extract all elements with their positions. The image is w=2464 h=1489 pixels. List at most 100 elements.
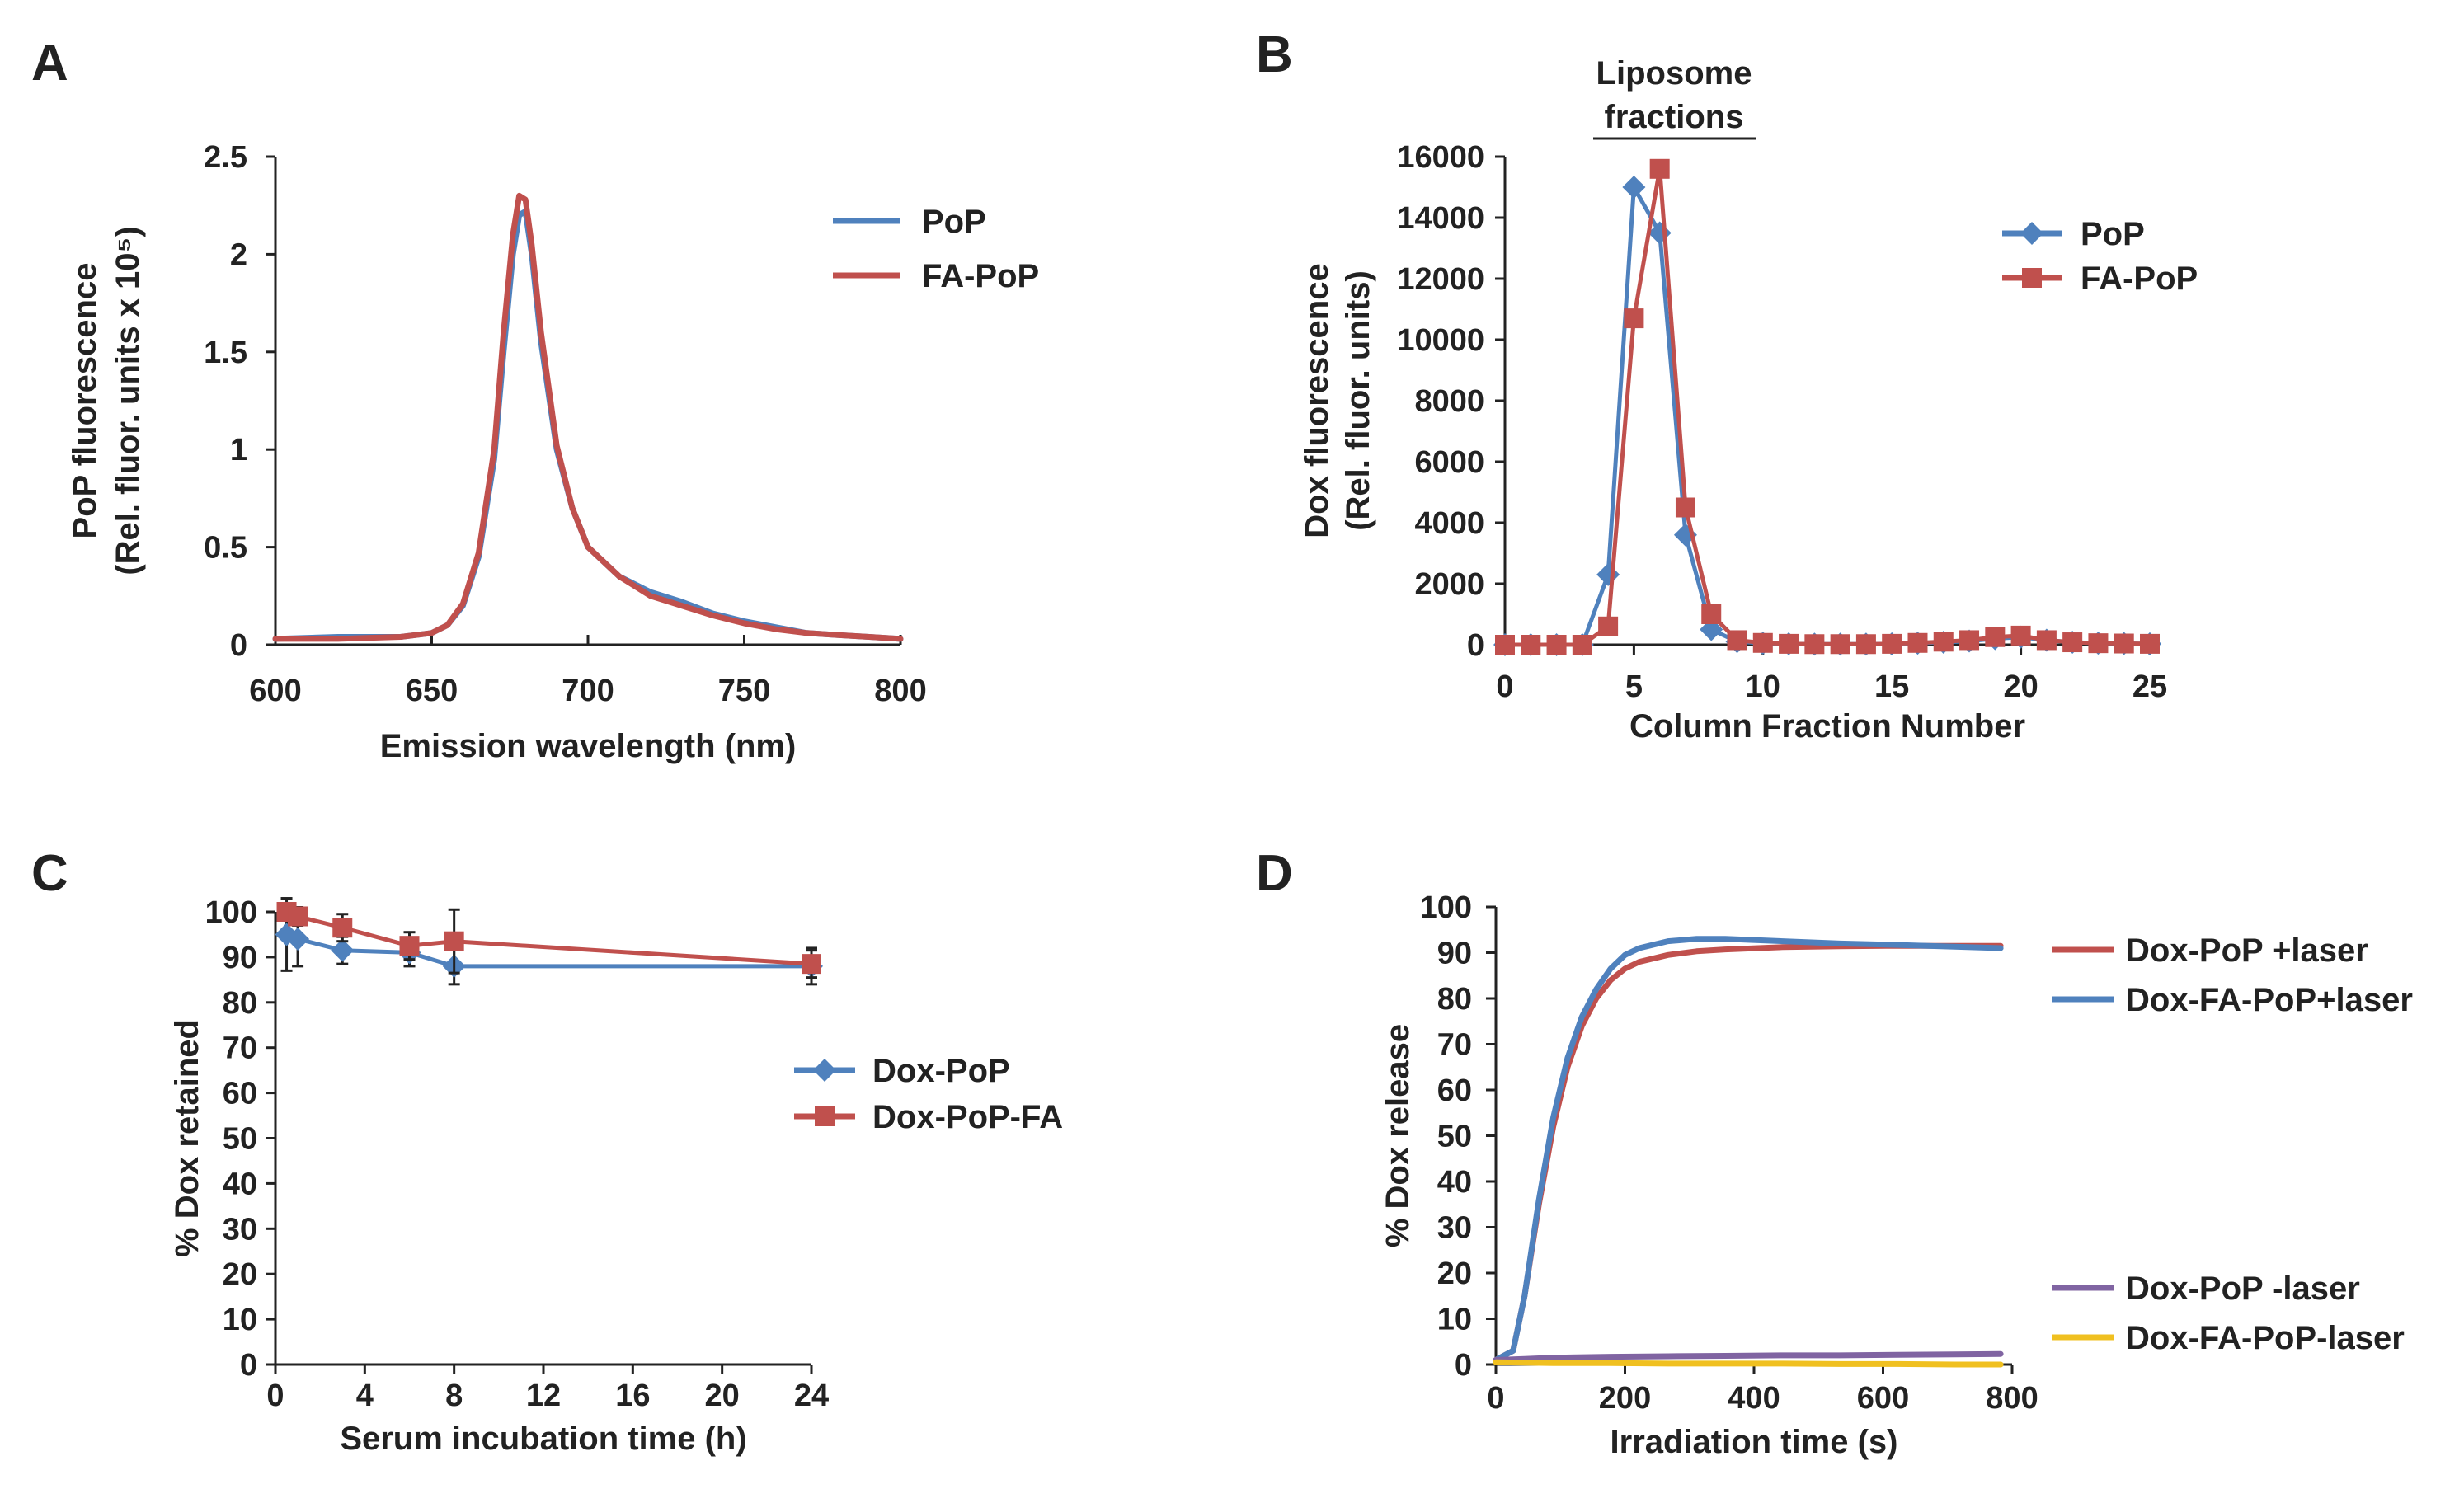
data-point bbox=[288, 906, 308, 927]
x-tick-label: 12 bbox=[526, 1379, 561, 1413]
x-tick-label: 20 bbox=[705, 1379, 740, 1413]
series-line bbox=[284, 909, 814, 966]
series-dox-pop-fa bbox=[276, 902, 821, 979]
data-point bbox=[2140, 633, 2160, 654]
data-point bbox=[2114, 633, 2134, 654]
y-tick-label: 50 bbox=[1437, 1120, 1472, 1154]
series-line bbox=[1493, 1359, 2004, 1368]
series-fa-pop bbox=[1495, 158, 2160, 655]
series-dox-fa-pop-laser bbox=[1493, 936, 2004, 1363]
y-tick-label: 100 bbox=[205, 895, 257, 930]
y-tick-label: 0 bbox=[1467, 628, 1484, 663]
series-fa-pop bbox=[272, 192, 904, 642]
legend-label: PoP bbox=[2081, 216, 2145, 252]
legend-label: Dox-FA-PoP-laser bbox=[2126, 1320, 2405, 1356]
legend-entry: Dox-PoP +laser bbox=[2052, 932, 2368, 969]
x-tick-label: 15 bbox=[1874, 669, 1909, 704]
data-point bbox=[1596, 562, 1620, 586]
y-tick-label: 50 bbox=[223, 1122, 257, 1157]
data-point bbox=[1933, 632, 1954, 652]
y-tick-label: 30 bbox=[1437, 1211, 1472, 1246]
x-axis-label: Irradiation time (s) bbox=[1611, 1424, 1898, 1460]
panel-b: B 0 2000 4000 6000 8000 10000 12000 14000 16000 0 5… bbox=[1256, 26, 2198, 744]
y-axis-label: Dox fluorescence bbox=[1299, 263, 1335, 538]
y-axis-label: PoP fluorescence bbox=[67, 263, 103, 539]
liposome-fractions-annotation: Liposome bbox=[1596, 55, 1752, 92]
legend-marker bbox=[815, 1106, 835, 1126]
legend-entry: Dox-PoP bbox=[794, 1053, 1010, 1089]
series-dox-pop bbox=[275, 897, 823, 986]
liposome-fractions-annotation: fractions bbox=[1605, 99, 1744, 135]
x-tick-label: 24 bbox=[794, 1379, 829, 1413]
data-point bbox=[1572, 635, 1592, 655]
x-tick-label: 0 bbox=[1496, 669, 1513, 704]
legend-marker bbox=[2022, 268, 2042, 288]
data-point bbox=[286, 927, 310, 951]
series-line bbox=[284, 932, 814, 969]
x-tick-label: 25 bbox=[2132, 669, 2167, 704]
legend-label: Dox-PoP +laser bbox=[2126, 932, 2368, 969]
y-tick-label: 10 bbox=[223, 1303, 257, 1337]
x-tick-label: 650 bbox=[406, 674, 458, 708]
y-tick-label: 20 bbox=[1437, 1256, 1472, 1291]
y-axis-label: % Dox retained bbox=[169, 1019, 205, 1257]
legend-entry: PoP bbox=[2002, 216, 2145, 252]
data-point bbox=[1521, 635, 1541, 655]
data-point bbox=[1882, 633, 1902, 654]
data-point bbox=[1830, 634, 1850, 655]
legend-marker bbox=[813, 1059, 836, 1082]
data-point bbox=[1649, 158, 1670, 179]
panel-c: C 0 10 20 30 40 50 60 70 80 90 100 0 4 8 12 16 20 24 Serum … bbox=[31, 845, 1063, 1457]
y-tick-label: 1 bbox=[230, 433, 247, 467]
data-point bbox=[1907, 632, 1928, 653]
data-point bbox=[1495, 635, 1515, 655]
panel-letter: C bbox=[31, 845, 68, 902]
x-tick-label: 800 bbox=[874, 674, 926, 708]
x-axis-label: Emission wavelength (nm) bbox=[380, 728, 797, 764]
legend-label: Dox-PoP-FA bbox=[872, 1099, 1063, 1135]
x-tick-label: 0 bbox=[266, 1379, 284, 1413]
data-point bbox=[1985, 627, 2006, 647]
data-point bbox=[444, 931, 464, 951]
y-tick-label: 0 bbox=[230, 628, 247, 663]
data-point bbox=[2088, 633, 2109, 654]
y-tick-label: 40 bbox=[1437, 1165, 1472, 1200]
x-axis-label: Serum incubation time (h) bbox=[340, 1421, 746, 1457]
y-tick-label: 12000 bbox=[1397, 262, 1484, 297]
y-tick-label: 10000 bbox=[1397, 323, 1484, 358]
data-point bbox=[332, 918, 353, 938]
panel-letter: D bbox=[1256, 845, 1293, 902]
y-tick-label: 60 bbox=[1437, 1073, 1472, 1108]
x-tick-label: 600 bbox=[1857, 1381, 1909, 1416]
y-tick-label: 16000 bbox=[1397, 140, 1484, 175]
data-point bbox=[1779, 633, 1799, 654]
legend-entry: Dox-FA-PoP+laser bbox=[2052, 982, 2413, 1018]
panel-d: D 0 10 20 30 40 50 60 70 80 90 100 0 200 400 600 800 Irra… bbox=[1256, 845, 2413, 1460]
x-tick-label: 600 bbox=[249, 674, 301, 708]
y-tick-label: 2 bbox=[230, 237, 247, 272]
x-tick-label: 800 bbox=[1986, 1381, 2038, 1416]
legend-entry: Dox-PoP-FA bbox=[794, 1099, 1063, 1135]
data-point bbox=[1701, 604, 1722, 624]
x-tick-label: 4 bbox=[356, 1379, 374, 1413]
y-tick-label: 30 bbox=[223, 1212, 257, 1247]
data-point bbox=[1546, 635, 1567, 655]
y-axis-label: % Dox release bbox=[1380, 1024, 1416, 1247]
panel-letter: A bbox=[31, 35, 68, 92]
legend-label: FA-PoP bbox=[922, 258, 1039, 294]
series-dox-fa-pop-laser bbox=[1493, 1359, 2004, 1368]
legend-label: PoP bbox=[922, 204, 986, 240]
y-tick-label: 60 bbox=[223, 1077, 257, 1111]
data-point bbox=[1752, 632, 1773, 653]
y-tick-label: 80 bbox=[223, 986, 257, 1021]
x-tick-label: 16 bbox=[615, 1379, 650, 1413]
data-point bbox=[802, 954, 821, 975]
series-dox-pop-laser bbox=[1493, 1350, 2004, 1363]
legend-entry: PoP bbox=[833, 204, 986, 240]
legend-entry: Dox-PoP -laser bbox=[2052, 1271, 2360, 1307]
y-tick-label: 20 bbox=[223, 1257, 257, 1292]
panel-a: A 0 0.5 1 1.5 2 2.5 600 650 700 750 800 Emission wav… bbox=[31, 35, 1039, 764]
data-point bbox=[331, 938, 355, 962]
x-tick-label: 8 bbox=[445, 1379, 463, 1413]
